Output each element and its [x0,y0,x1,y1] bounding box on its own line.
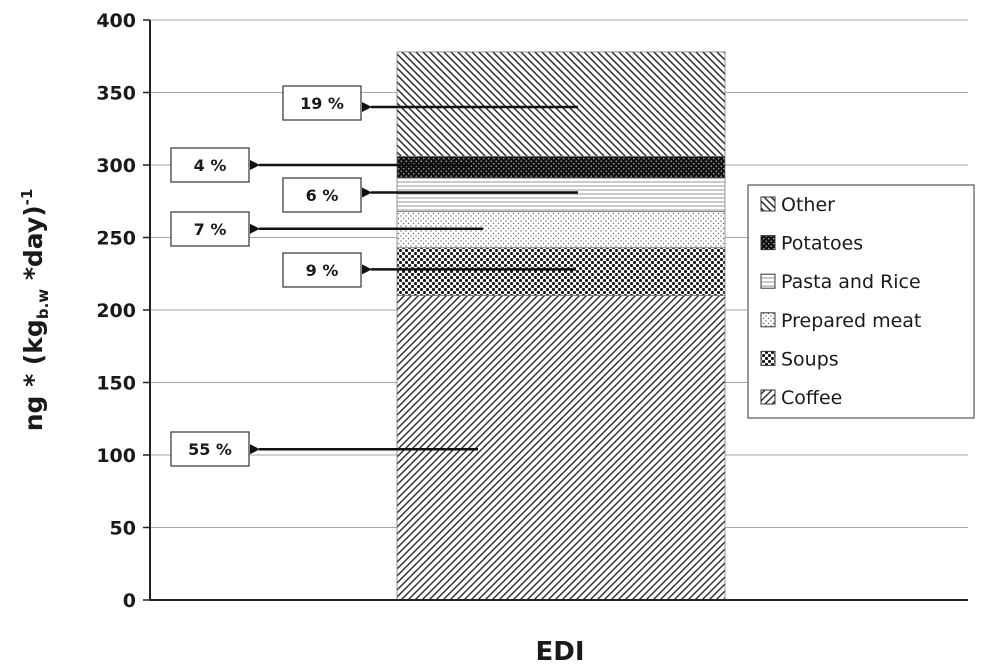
y-axis-label-subscript: b.w [34,289,52,319]
legend-label-pasta-and-rice: Pasta and Rice [781,271,921,293]
legend-label-potatoes: Potatoes [781,233,863,255]
legend-box [747,184,975,419]
legend-label-other: Other [781,194,835,216]
y-axis-label-prefix: ng * (kg [19,319,48,431]
percent-label-potatoes: 4 % [194,156,227,175]
y-tick-label: 350 [96,83,136,105]
axes [149,20,968,601]
y-axis-label-middle: *day) [19,205,48,289]
x-axis-label: EDI [535,637,584,667]
bar-segment-coffee [396,295,726,601]
legend-swatch-soups [760,350,776,366]
legend: Other Potatoes Pasta and Rice Prepared meat… [747,184,975,419]
bar-segment-potatoes [396,155,726,179]
legend-swatch-potatoes [760,235,776,251]
percent-box-prepared-meat [170,211,250,247]
legend-swatch-other [760,196,776,212]
percent-label-prepared-meat: 7 % [194,220,227,239]
bar-segment-other [396,51,726,157]
percent-box-other [282,85,362,121]
y-axis-label-superscript: -1 [18,189,36,206]
percent-box-pasta-and-rice [282,177,362,213]
bar-segment-pasta-and-rice [396,177,726,212]
y-axis-ticks: 0 50 100 150 200 250 300 350 400 [96,10,150,612]
y-tick-label: 0 [123,590,136,612]
y-tick-label: 250 [96,228,136,250]
y-tick-label: 300 [96,155,136,177]
percent-box-coffee [170,431,250,467]
percent-annotations: 55 % 9 % 7 % 6 % 4 % 19 % [170,85,578,467]
percent-box-potatoes [170,147,250,183]
percent-box-soups [282,252,362,288]
bar-stack [396,51,726,601]
percent-label-pasta-and-rice: 6 % [306,186,339,205]
y-tick-label: 150 [96,373,136,395]
legend-swatch-pasta-and-rice [760,273,776,289]
y-tick-label: 50 [110,518,136,540]
y-axis-label: ng * (kgb.w *day)-1 [18,189,52,432]
percent-label-soups: 9 % [306,261,339,280]
legend-swatch-coffee [760,389,776,405]
y-tick-label: 100 [96,445,136,467]
percent-label-other: 19 % [300,94,344,113]
bar-segment-soups [396,247,726,296]
legend-label-soups: Soups [781,348,839,370]
y-tick-label: 200 [96,300,136,322]
legend-label-prepared-meat: Prepared meat [781,310,921,332]
percent-label-coffee: 55 % [188,440,232,459]
y-tick-label: 400 [96,10,136,32]
legend-label-coffee: Coffee [781,387,842,409]
legend-swatch-prepared-meat [760,312,776,328]
